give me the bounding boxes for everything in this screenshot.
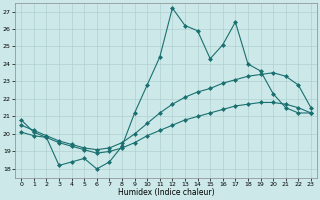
X-axis label: Humidex (Indice chaleur): Humidex (Indice chaleur) bbox=[118, 188, 214, 197]
